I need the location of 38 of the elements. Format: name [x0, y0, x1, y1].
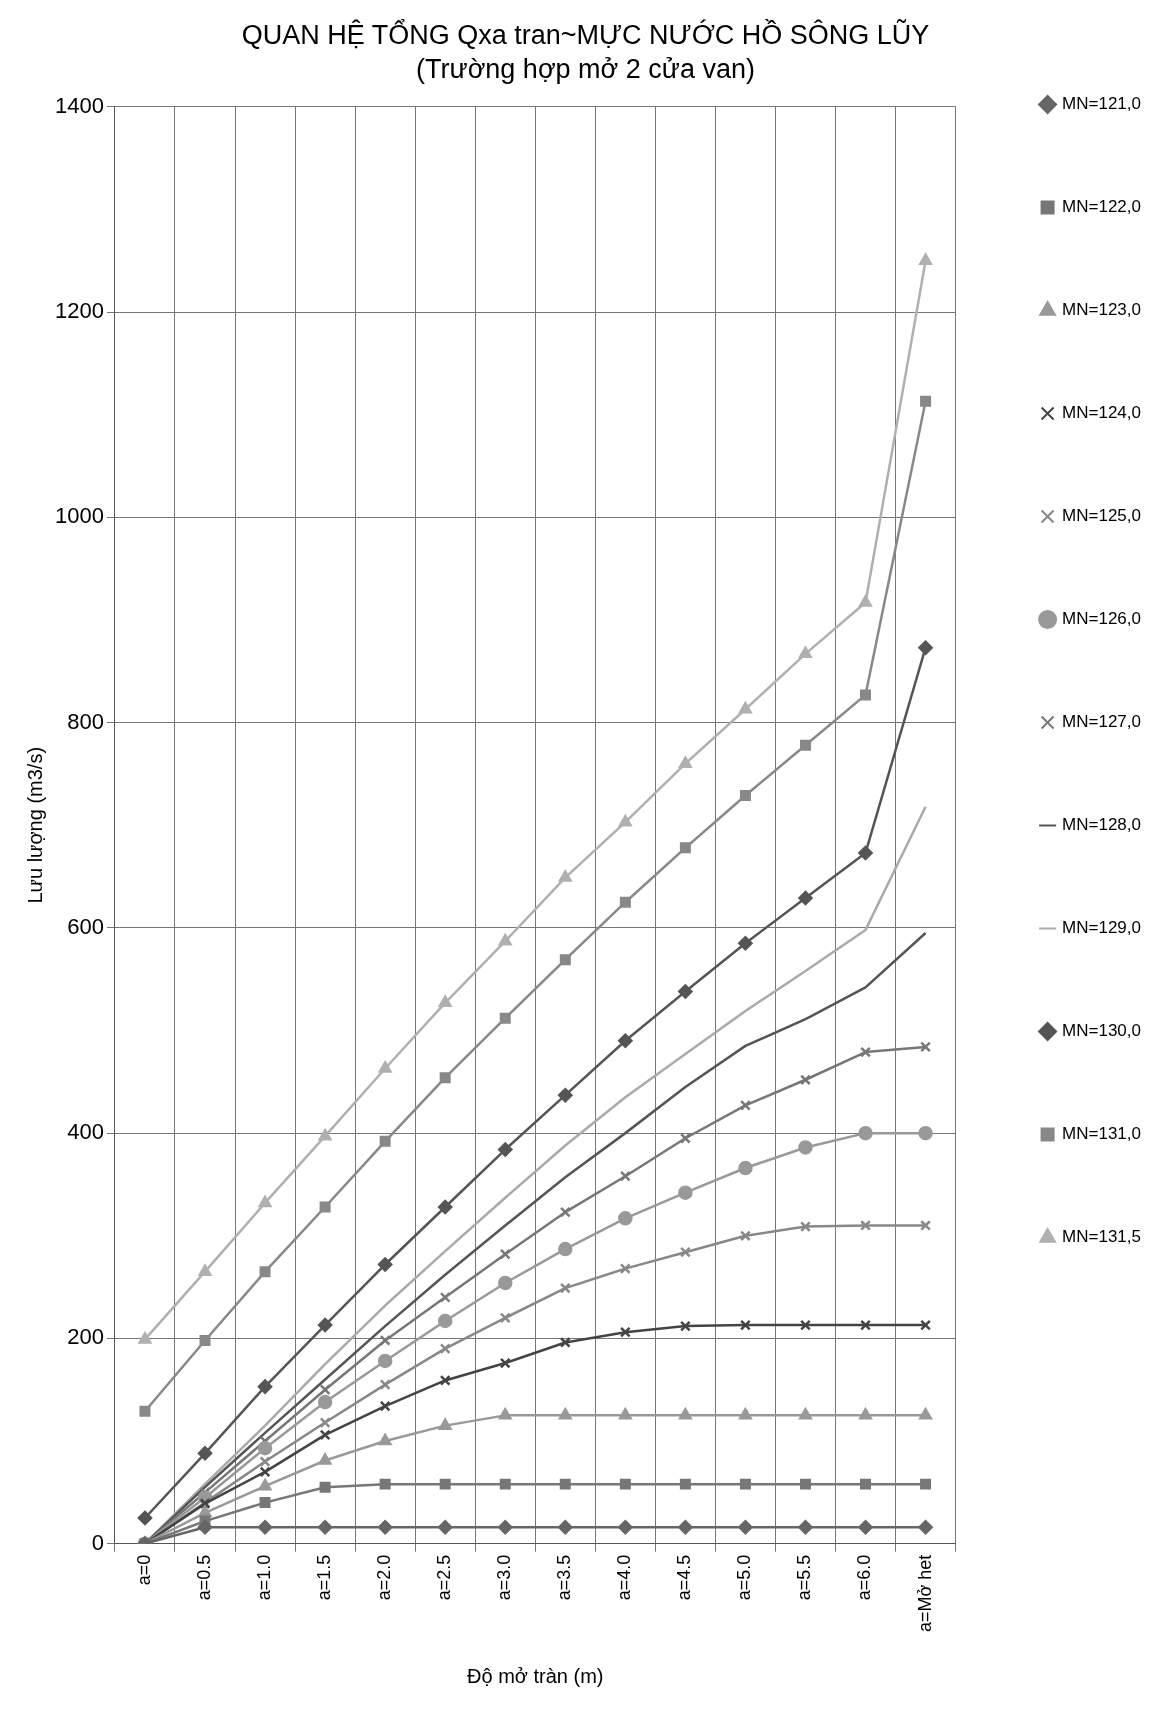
x-tick-label: a=0 — [133, 1554, 154, 1586]
x-tick-label: a=2.0 — [374, 1554, 395, 1601]
legend-label: MN=131,0 — [1062, 1124, 1142, 1144]
y-tick-label: 600 — [67, 913, 104, 939]
legend-label: MN=129,0 — [1062, 918, 1142, 938]
legend-label: MN=125,0 — [1062, 506, 1142, 526]
x-tick-label: a=5.5 — [794, 1554, 815, 1601]
x-tick-label: a=5.0 — [734, 1554, 755, 1601]
legend-label: MN=126,0 — [1062, 609, 1142, 629]
y-tick-label: 400 — [67, 1119, 104, 1145]
x-tick-label: a=4.5 — [674, 1554, 695, 1601]
legend-label: MN=127,0 — [1062, 712, 1142, 732]
y-tick-label: 200 — [67, 1324, 104, 1350]
chart-title: QUAN HỆ TỔNG Qxa tran~MỰC NƯỚC HỒ SÔNG LŨY — [241, 18, 930, 50]
x-tick-label: a=Mở het — [914, 1554, 935, 1632]
legend-label: MN=128,0 — [1062, 815, 1142, 835]
legend-label: MN=124,0 — [1062, 403, 1142, 423]
x-tick-label: a=2.5 — [434, 1554, 455, 1601]
x-tick-label: a=1.5 — [314, 1554, 335, 1601]
chart-subtitle: (Trường hợp mở 2 cửa van) — [416, 54, 755, 85]
legend-label: MN=123,0 — [1062, 300, 1142, 320]
legend-label: MN=130,0 — [1062, 1021, 1142, 1041]
legend-label: MN=131,5 — [1062, 1227, 1142, 1247]
y-axis-title: Lưu lượng (m3/s) — [23, 746, 46, 904]
y-tick-label: 1200 — [54, 298, 104, 324]
legend-label: MN=121,0 — [1062, 94, 1142, 114]
x-tick-label: a=1.0 — [254, 1554, 275, 1601]
y-tick-label: 0 — [91, 1529, 104, 1555]
legend-label: MN=122,0 — [1062, 197, 1142, 217]
x-tick-label: a=3.0 — [494, 1554, 515, 1601]
y-tick-label: 1400 — [54, 92, 104, 118]
y-tick-label: 1000 — [54, 503, 104, 529]
x-tick-label: a=4.0 — [614, 1554, 635, 1601]
x-tick-label: a=6.0 — [854, 1554, 875, 1601]
x-tick-label: a=0.5 — [193, 1554, 214, 1601]
y-tick-label: 800 — [67, 708, 104, 734]
x-tick-label: a=3.5 — [554, 1554, 575, 1601]
x-axis-title: Độ mở tràn (m) — [467, 1664, 604, 1687]
